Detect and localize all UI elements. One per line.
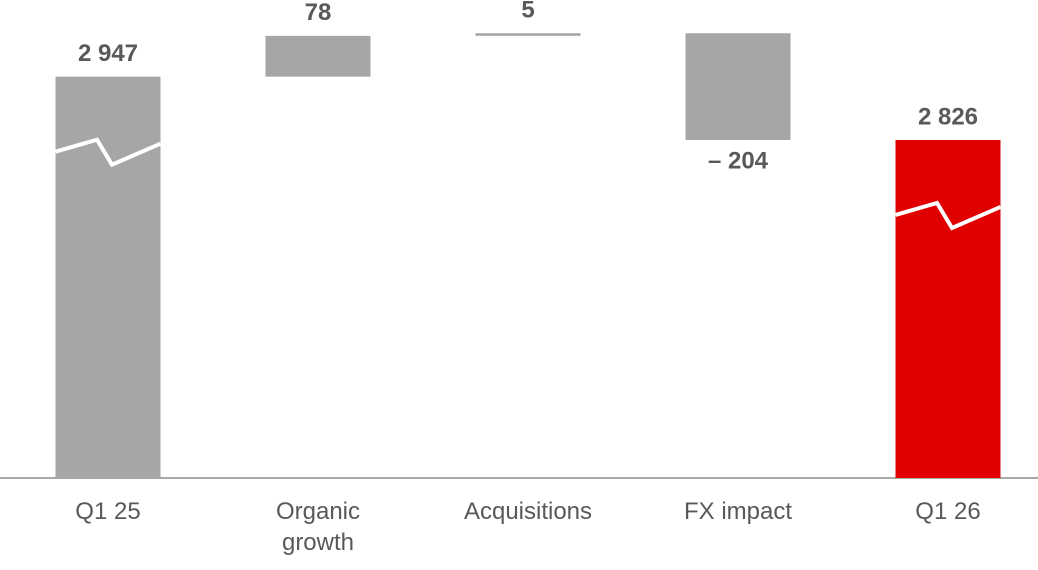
value-label: 2 826 xyxy=(918,103,978,130)
value-label: – 204 xyxy=(708,147,769,174)
x-tick-label: FX impact xyxy=(683,498,793,525)
value-label: 5 xyxy=(521,0,534,24)
axis-break xyxy=(54,137,162,168)
x-tick-label: Q1 25 xyxy=(75,498,141,525)
x-tick-label: Acquisitions xyxy=(463,498,593,525)
bar xyxy=(475,33,581,36)
x-tick-label: Q1 26 xyxy=(915,498,981,525)
bar xyxy=(55,76,161,479)
bar xyxy=(685,33,791,140)
axis-break xyxy=(894,200,1002,231)
value-label: 78 xyxy=(305,0,332,26)
bar xyxy=(895,139,1001,478)
bar xyxy=(265,35,371,77)
value-label: 2 947 xyxy=(78,40,138,67)
x-tick-label: Organic growth xyxy=(275,498,361,556)
